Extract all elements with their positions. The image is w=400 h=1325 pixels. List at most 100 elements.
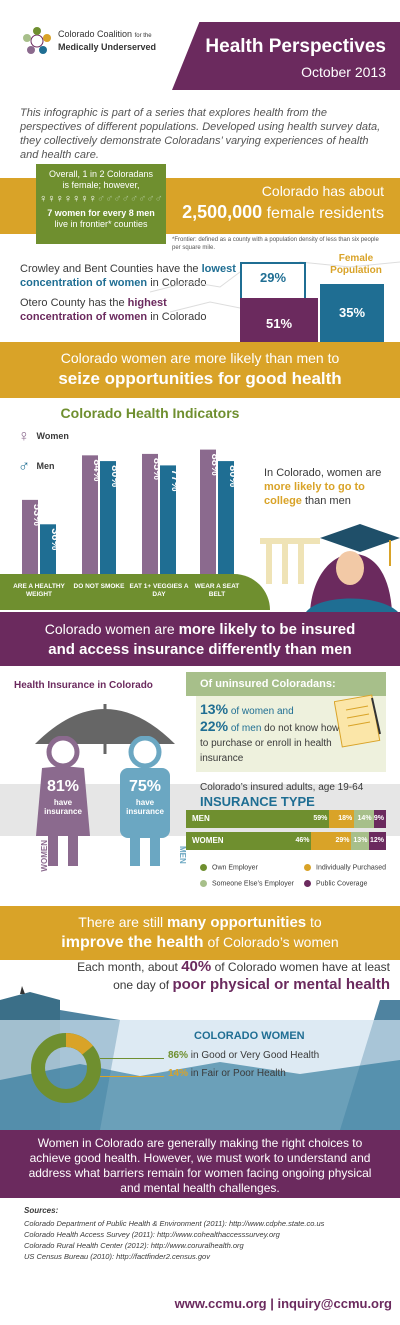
source-link[interactable]: http://www.coruralhealth.org — [150, 1241, 244, 1250]
month-a: Each month, about — [77, 960, 178, 974]
residents-rest: female residents — [266, 205, 384, 222]
map-title-2: Population — [330, 265, 382, 276]
donut-connector-2 — [100, 1076, 164, 1077]
month-d: poor physical or mental health — [172, 976, 390, 993]
source-item: Colorado Rural Health Center (2012): htt… — [24, 1241, 244, 1250]
bar-label-men-1: 80% — [109, 465, 121, 487]
insurance-ribbon-a: Colorado women are — [44, 621, 175, 637]
residents-heading: Colorado has about 2,500,000 female resi… — [172, 183, 384, 223]
website-link[interactable]: www.ccmu.org — [174, 1296, 267, 1311]
bar-men-0 — [40, 524, 56, 576]
ground-green — [0, 574, 270, 610]
org-name: Colorado Coalition for the Medically Und… — [58, 29, 156, 53]
college-c: than men — [304, 495, 351, 507]
bar-label-men-0: 36% — [49, 528, 61, 550]
opportunities-ribbon: Colorado women are more likely than men … — [0, 342, 400, 398]
woman-figure-icon — [36, 736, 90, 866]
opportunities-line-2: seize opportunities for good health — [58, 369, 342, 388]
college-text: In Colorado, women are more likely to go… — [264, 466, 388, 508]
donut-fair — [31, 1033, 101, 1103]
health-indicators-chart: 53% 36% 84% 80% 85% 77% 88% 80% — [0, 420, 260, 620]
source-link[interactable]: http://www.cdphe.state.co.us — [228, 1219, 325, 1228]
insurance-segment-2: 14% — [354, 810, 374, 828]
closing-text: Women in Colorado are generally making t… — [28, 1136, 372, 1195]
source-link[interactable]: http://factfinder2.census.gov — [116, 1252, 210, 1261]
legend-men-label: Men — [36, 461, 55, 472]
frontier-footnote: *Frontier: defined as a county with a po… — [172, 237, 379, 251]
bar-women-0 — [22, 499, 38, 576]
opportunities-line-1: Colorado women are more likely than men … — [60, 350, 340, 366]
page-date: October 2013 — [301, 64, 386, 80]
bar-women-1 — [82, 455, 98, 576]
improve-1c: to — [310, 914, 322, 930]
man-figure-icon — [120, 736, 170, 866]
bar-women-2 — [142, 453, 158, 576]
sources-list: Colorado Department of Public Health & E… — [24, 1218, 384, 1262]
good-text: in Good or Very Good Health — [190, 1050, 320, 1061]
column — [298, 544, 304, 584]
uninsured-text: 13% of women and 22% of men do not know … — [200, 702, 340, 766]
insurance-subtitle: Health Insurance in Colorado — [14, 680, 153, 691]
map-county-51 — [240, 298, 318, 342]
graduate-gown — [306, 598, 398, 612]
source-link[interactable]: http://www.cohealthaccesssurvey.org — [156, 1230, 280, 1239]
improve-2a: improve the health — [61, 934, 204, 951]
fair-pct: 14% — [168, 1068, 189, 1079]
map-29-label: 29% — [259, 270, 287, 285]
men-insured-pct: 75% — [128, 778, 162, 795]
good-pct: 86% — [168, 1050, 189, 1061]
cliff-illustration — [0, 986, 400, 1130]
bar-men-3 — [218, 461, 234, 576]
insurance-segment-3: 9% — [373, 810, 386, 828]
improve-1b: many opportunities — [166, 914, 307, 931]
umbrella-icon — [35, 704, 175, 754]
type-title: INSURANCE TYPE — [200, 794, 315, 809]
map-title-1: Female — [338, 253, 374, 264]
chart-svg: 53%36%84% 80% 85%77%88%80% — [22, 449, 239, 576]
sources-title: Sources: — [24, 1206, 59, 1215]
map-51-label: 51% — [265, 316, 293, 331]
footer-sep: | — [270, 1296, 274, 1311]
crowley-text: Crowley and Bent Counties have the lowes… — [20, 262, 240, 290]
donut-connector — [100, 1058, 164, 1059]
otero-b: highest concentration of women — [20, 297, 167, 323]
legend-item-1: Individually Purchased — [304, 864, 386, 871]
email-link[interactable]: inquiry@ccmu.org — [277, 1296, 392, 1311]
insurance-row-label: WOMEN — [186, 832, 248, 850]
month-c: of Colorado women have at least one day … — [113, 960, 390, 992]
bar-women-3 — [200, 449, 216, 576]
insurance-ribbon-b: more likely to be insured — [178, 621, 356, 638]
uninsured-of-women: of women and — [230, 706, 294, 717]
health-donut — [31, 1033, 101, 1103]
map-title: Female Population — [316, 253, 396, 277]
men-have-insurance: have insurance — [126, 798, 164, 816]
insurance-row-men: MEN 59% 18% 14% 9% — [186, 810, 386, 828]
bar-men-1 — [100, 461, 116, 576]
insurance-segment-3: 12% — [369, 832, 386, 850]
man-icon: ♂ — [18, 458, 30, 475]
header-banner — [172, 22, 400, 90]
insurance-type-bars: MEN 59% 18% 14% 9% WOMEN 46% 29% 13% 12% — [186, 810, 386, 860]
uninsured-men-pct: 22% — [200, 718, 229, 734]
insurance-row-label: MEN — [186, 810, 248, 828]
legend-men: ♂ Men — [18, 458, 55, 476]
frontier-line-2: is female; however, — [62, 180, 140, 190]
indicators-title: Colorado Health Indicators — [60, 405, 240, 421]
insurance-segment-0: 59% — [248, 810, 330, 828]
insurance-segment-1: 18% — [329, 810, 355, 828]
uninsured-of-men: of men — [230, 723, 262, 734]
insurance-legend: Own Employer Individually Purchased Someon… — [200, 864, 394, 904]
footer-contact: www.ccmu.org | inquiry@ccmu.org — [0, 1296, 392, 1311]
insurance-segment-1: 29% — [311, 832, 352, 850]
map-county-35 — [320, 284, 384, 342]
otero-a: Otero County has the — [20, 297, 125, 309]
clipboard-icon — [334, 694, 381, 748]
bar-label-women-0: 53% — [31, 504, 43, 526]
otero-text: Otero County has the highest concentrati… — [20, 296, 230, 324]
insurance-segment-0: 46% — [248, 832, 312, 850]
uninsured-header — [186, 672, 386, 696]
woman-icon: ♀ — [18, 428, 30, 445]
logo-icon — [23, 27, 51, 54]
insurance-segment-2: 13% — [351, 832, 370, 850]
women-have-insurance: have insurance — [44, 798, 82, 816]
